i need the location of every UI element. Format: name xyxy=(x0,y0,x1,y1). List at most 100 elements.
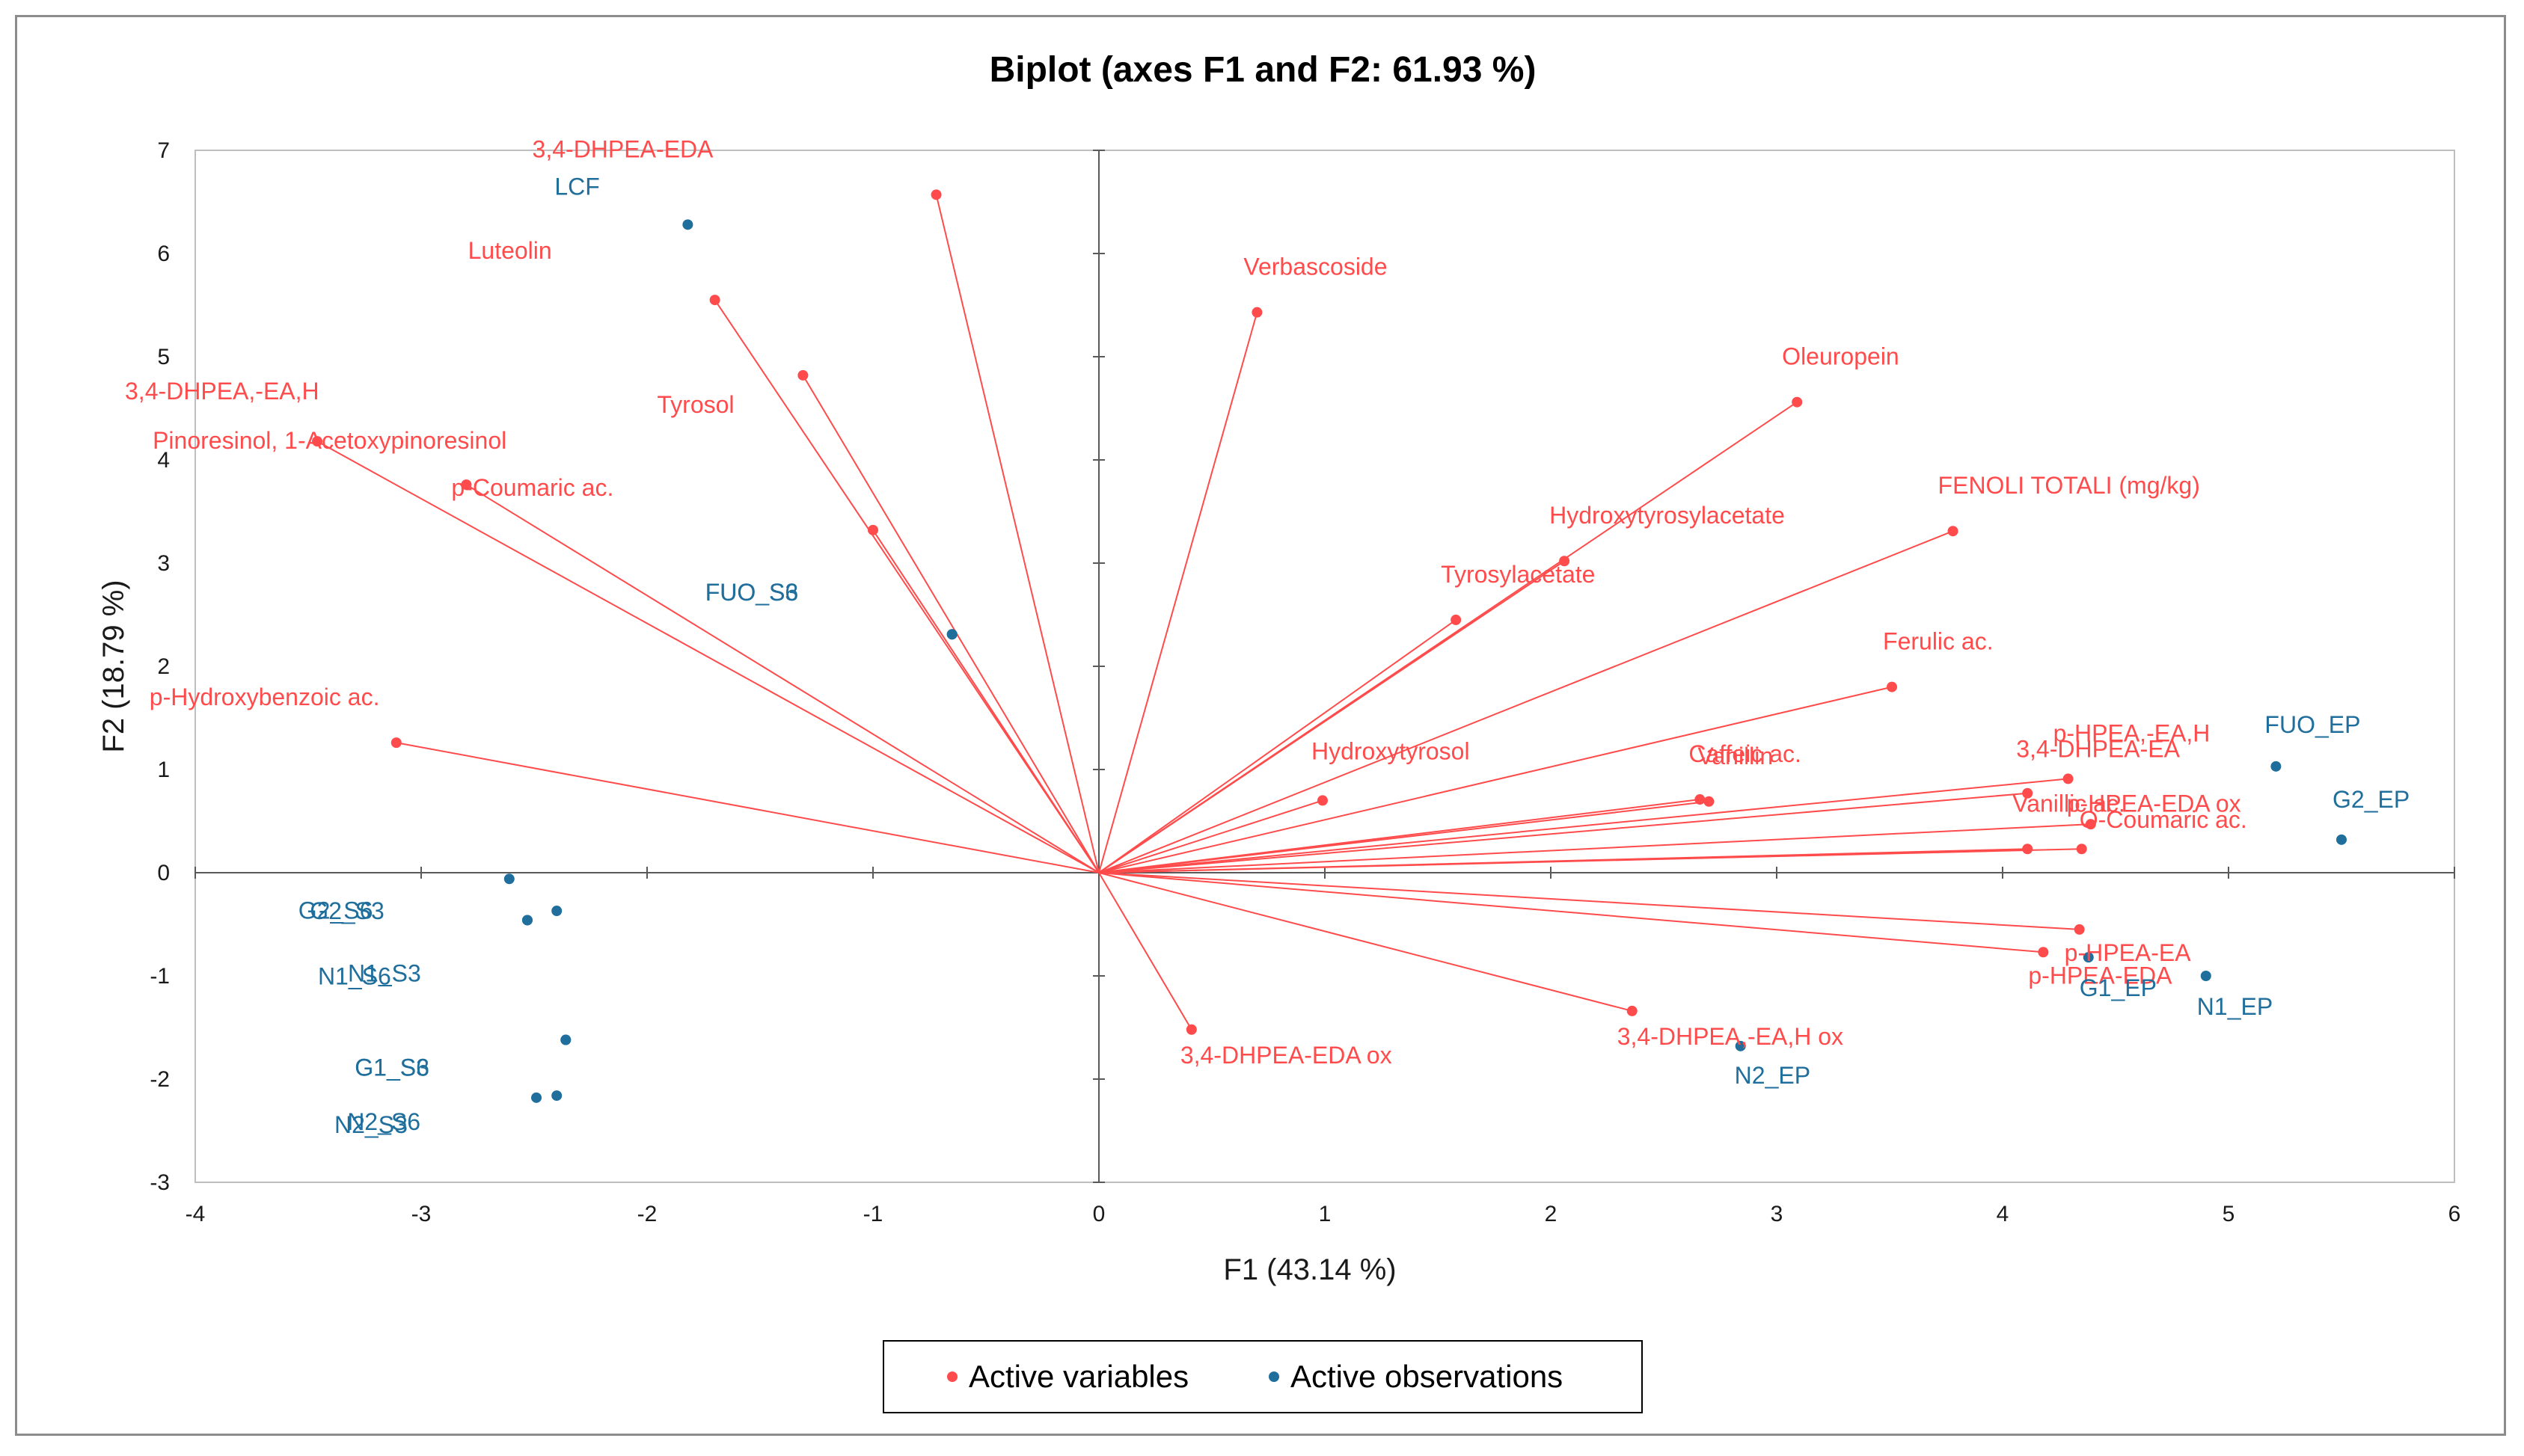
legend-box xyxy=(883,1340,1643,1413)
variable-label-tyrosol: Tyrosol xyxy=(657,391,734,418)
observation-label-n1-s3: N1_S3 xyxy=(348,959,421,986)
axes-layer xyxy=(194,150,2455,1183)
variable-label-3-4-dhpea-eda-ox: 3,4-DHPEA-EDA ox xyxy=(1180,1042,1392,1069)
variable-label-caffeic-ac: Caffeic ac. xyxy=(1688,740,1801,767)
variable-point-verbascoside xyxy=(1252,307,1263,318)
variable-point-hydroxytyrosol xyxy=(1317,795,1328,806)
variable-point-vanillic-ac xyxy=(2022,844,2033,855)
vector-p-hpea-ea xyxy=(1098,872,2080,930)
vector-pinoresinol-1-acetoxypinoresinol xyxy=(316,440,1100,873)
variable-point-vanillin xyxy=(1703,796,1715,807)
y-tick-label: -2 xyxy=(150,1067,170,1092)
y-tick-label: 0 xyxy=(157,861,170,885)
observation-point-g1-ep xyxy=(2083,952,2094,963)
x-tick-label: 0 xyxy=(1093,1202,1106,1226)
vector-p-hydroxybenzoic-ac xyxy=(396,742,1100,873)
vector-p-hpea-eda xyxy=(1098,872,2044,953)
vector-3-4-dhpea-ea-h-ox xyxy=(1098,872,1632,1012)
variable-point-tyrosol xyxy=(797,369,809,381)
x-tick-label: 3 xyxy=(1771,1202,1783,1226)
variable-label-p-coumaric-ac: p-Coumaric ac. xyxy=(451,474,613,501)
observation-point-n2-s6 xyxy=(551,1090,563,1102)
observation-point-fuo-ep xyxy=(2270,761,2282,772)
variable-label-3-4-dhpea-ea: 3,4-DHPEA-EA xyxy=(2016,736,2180,763)
observation-point-g2-s3 xyxy=(551,906,563,917)
variable-point-luteolin xyxy=(709,295,720,306)
observation-label-fuo-s3: FUO_S3 xyxy=(705,579,798,606)
legend-label-observations: Active observations xyxy=(1290,1359,1563,1394)
legend-marker-variables xyxy=(947,1371,958,1382)
legend-marker-observations xyxy=(1269,1371,1279,1382)
variable-point-3-4-dhpea-eda xyxy=(931,189,942,200)
observation-label-g2-s6: G2_S6 xyxy=(298,897,373,924)
variable-point-p-hydroxybenzoic-ac xyxy=(390,737,402,749)
observation-label-n2-s6: N2_S6 xyxy=(347,1108,420,1135)
variable-label-p-hpea-eda-ox: p-HPEA-EDA ox xyxy=(2067,790,2241,817)
variable-point-hydroxytyrosylacetate xyxy=(1559,556,1570,567)
variable-point-3-4-dhpea-eda-ox xyxy=(1186,1024,1197,1035)
vector-3-4-dhpea-ea-h xyxy=(872,529,1100,873)
observation-label-n2-ep: N2_EP xyxy=(1735,1062,1810,1089)
variable-point-3-4-dhpea-ea-h-ox xyxy=(1626,1005,1638,1016)
observation-label-g1-s3: G1_S3 xyxy=(355,1054,429,1081)
variable-label-tyrosylacetate: Tyrosylacetate xyxy=(1441,561,1595,588)
plot-area xyxy=(194,150,2455,1183)
observation-point-fuo-s3 xyxy=(946,629,958,640)
vector-luteolin xyxy=(714,299,1100,873)
y-tick-label: 2 xyxy=(157,654,170,679)
variable-label-fenoli-totali-mg-kg: FENOLI TOTALI (mg/kg) xyxy=(1938,472,2200,499)
vector-ferulic-ac xyxy=(1098,686,1893,873)
data-points xyxy=(312,189,2347,1103)
vector-3-4-dhpea-ea xyxy=(1098,792,2028,873)
variable-label-3-4-dhpea-ea-h-ox: 3,4-DHPEA,-EA,H ox xyxy=(1617,1023,1843,1050)
observation-point-g2-ep xyxy=(2336,834,2347,845)
vector-3-4-dhpea-eda-ox xyxy=(1098,872,1192,1030)
vector-verbascoside xyxy=(1098,312,1258,873)
y-tick-label: -1 xyxy=(150,964,170,989)
observation-point-n1-s3 xyxy=(521,915,533,926)
variable-label-p-hpea-eda: p-HPEA-EDA xyxy=(2028,962,2172,989)
x-tick-label: -1 xyxy=(863,1202,883,1226)
vector-hydroxytyrosylacetate xyxy=(1098,560,1565,873)
vector-p-hpea-ea-h xyxy=(1098,778,2068,873)
variable-point-3-4-dhpea-ea xyxy=(2022,787,2033,799)
variable-point-o-coumaric-ac xyxy=(2085,819,2096,830)
variable-point-p-hpea-eda-ox xyxy=(2076,844,2087,855)
y-tick-label: 7 xyxy=(157,138,170,163)
x-tick-label: -3 xyxy=(411,1202,432,1226)
vector-p-coumaric-ac xyxy=(465,484,1100,873)
observation-label-g2-ep: G2_EP xyxy=(2332,786,2410,813)
y-axis-label: F2 (18.79 %) xyxy=(97,580,130,752)
vector-hydroxytyrosol xyxy=(1098,799,1323,873)
variable-label-p-hpea-ea-h: p-HPEA,-EA,H xyxy=(2053,719,2211,746)
observation-point-g1-s3 xyxy=(560,1034,572,1045)
observation-point-lcf xyxy=(682,219,693,230)
observation-point-n2-s3 xyxy=(531,1092,542,1103)
vector-o-coumaric-ac xyxy=(1098,823,2091,873)
variable-point-oleuropein xyxy=(1792,396,1803,408)
observation-label-g1-s6: G1_S6 xyxy=(355,1054,429,1081)
vector-tyrosylacetate xyxy=(1098,619,1456,873)
variable-point-p-hpea-eda xyxy=(2038,947,2049,958)
variable-label-oleuropein: Oleuropein xyxy=(1782,343,1899,370)
observation-point-g2-s6 xyxy=(503,873,515,885)
variable-label-ferulic-ac: Ferulic ac. xyxy=(1883,628,1994,655)
observation-label-g1-ep: G1_EP xyxy=(2080,974,2157,1001)
x-tick-label: 2 xyxy=(1545,1202,1557,1226)
observation-label-fuo-ep: FUO_EP xyxy=(2264,711,2360,738)
x-tick-label: -4 xyxy=(186,1202,206,1226)
observation-label-fuo-s6: FUO_S6 xyxy=(705,579,798,606)
variable-label-hydroxytyrosol: Hydroxytyrosol xyxy=(1311,737,1470,764)
x-tick-label: -2 xyxy=(637,1202,658,1226)
variable-label-vanillin: Vanillin xyxy=(1697,743,1773,770)
x-tick-label: 6 xyxy=(2448,1202,2461,1226)
observation-label-lcf: LCF xyxy=(554,173,599,200)
variable-label-vanillic-ac: Vanillic ac. xyxy=(2012,790,2125,817)
variable-label-verbascoside: Verbascoside xyxy=(1243,254,1387,280)
variable-point-p-hpea-ea-h xyxy=(2062,773,2074,784)
y-tick-label: 3 xyxy=(157,551,170,576)
observation-label-g2-s3: G2_S3 xyxy=(310,897,385,924)
observation-point-n1-ep xyxy=(2200,971,2211,981)
variable-label-3-4-dhpea-ea-h: 3,4-DHPEA,-EA,H xyxy=(125,378,319,405)
y-tick-label: 4 xyxy=(157,448,170,473)
